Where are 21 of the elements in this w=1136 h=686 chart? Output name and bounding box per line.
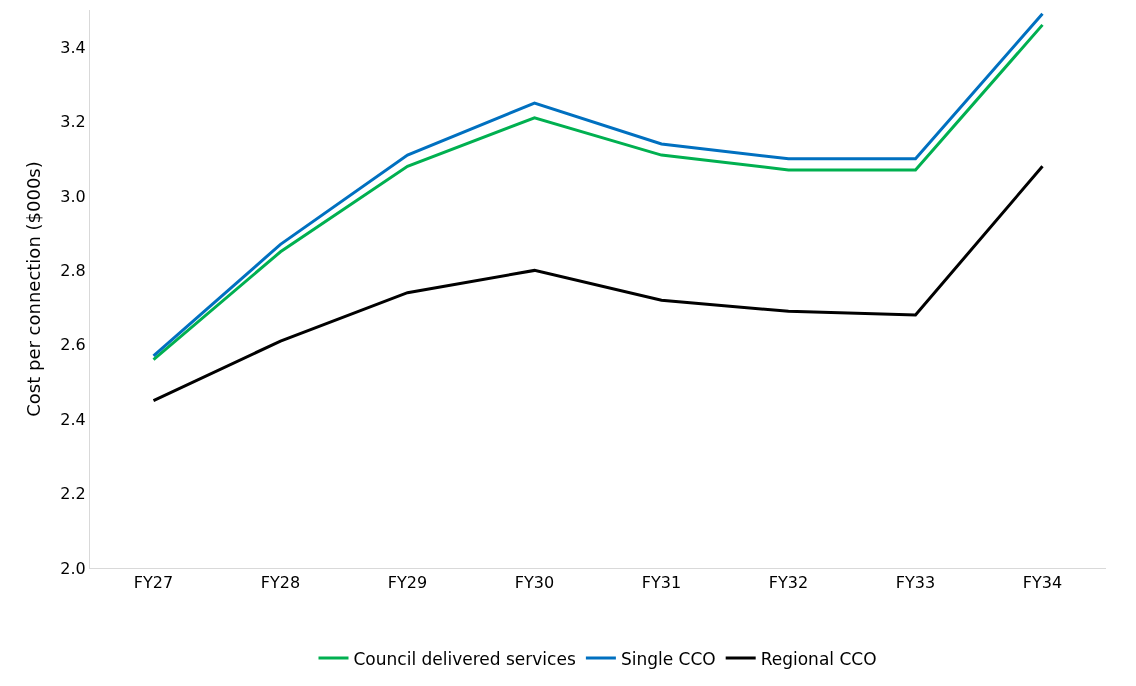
x-tick-label: FY32 [768, 573, 809, 593]
line-series [152, 164, 1044, 403]
x-tick-label: FY30 [514, 573, 555, 593]
legend-label: Regional CCO [760, 648, 877, 669]
x-tick-label: FY27 [133, 573, 174, 593]
x-tick-label: FY33 [895, 573, 936, 593]
x-tick-label: FY34 [1022, 573, 1063, 593]
y-tick-label: 2.6 [60, 335, 86, 355]
y-tick-label: 2.2 [60, 484, 86, 504]
y-tick-label: 3.2 [60, 112, 86, 132]
y-axis-title: Cost per connection ($000s) [22, 161, 44, 417]
y-tick-label: 2.0 [60, 558, 86, 578]
y-tick-label: 3.4 [60, 37, 86, 57]
legend-label: Council delivered services [353, 648, 576, 669]
x-tick-label: FY29 [387, 573, 428, 593]
y-tick-label: 2.4 [60, 409, 86, 429]
y-tick-label: 2.8 [60, 261, 86, 280]
legend-label: Single CCO [620, 648, 716, 669]
y-tick-label: 3.0 [60, 186, 86, 206]
x-tick-label: FY28 [260, 573, 301, 593]
x-tick-label: FY31 [641, 573, 682, 593]
